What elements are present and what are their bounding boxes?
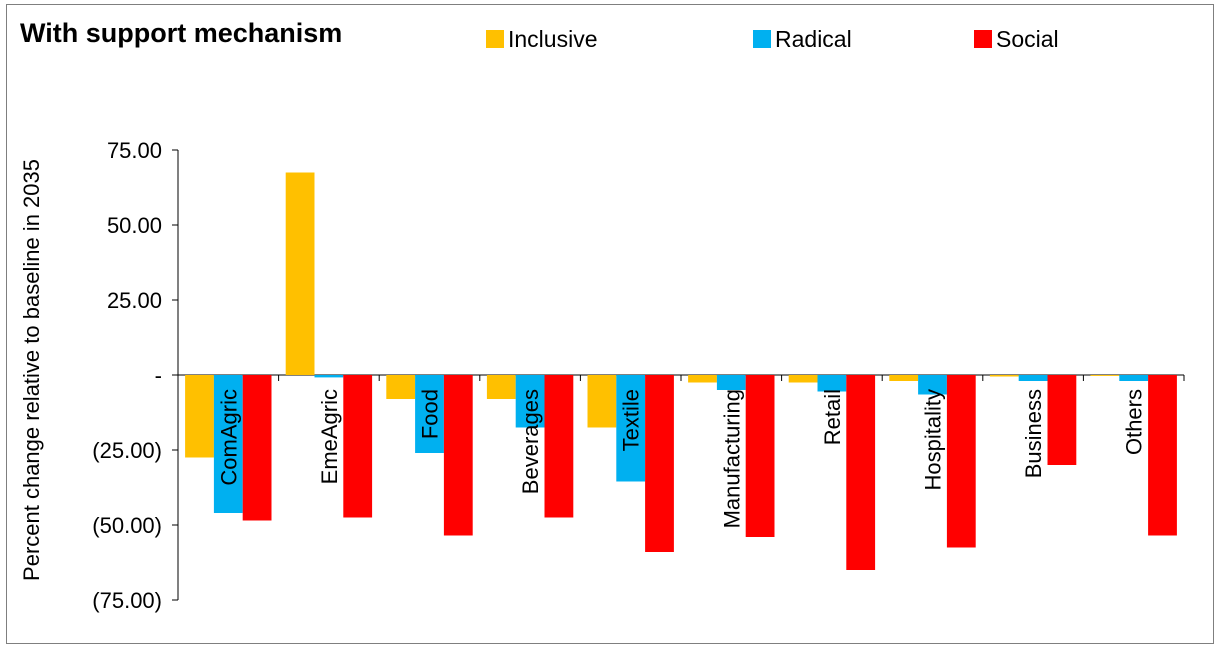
category-label: Hospitality: [921, 389, 946, 490]
bar-social-textile: [645, 375, 674, 552]
y-tick-label: 50.00: [107, 213, 162, 238]
chart-frame: [6, 4, 1214, 644]
bar-social-beverages: [544, 375, 574, 518]
bar-inclusive-business: [989, 375, 1019, 377]
legend: Inclusive Radical Social: [486, 26, 1059, 52]
y-tick-label: -: [155, 363, 162, 388]
axes: 75.00 50.00 25.00 - (25.00) (50.00) (75.00): [92, 138, 1185, 613]
bar-inclusive-others: [1090, 375, 1120, 376]
category-label: Textile: [619, 389, 644, 451]
legend-swatch-inclusive: [486, 30, 504, 48]
y-tick-label: (50.00): [92, 513, 162, 538]
y-tick-label: (25.00): [92, 438, 162, 463]
bar-social-hospitality: [946, 375, 976, 548]
bar-social-retail: [846, 375, 876, 570]
legend-label-inclusive: Inclusive: [508, 26, 597, 52]
legend-swatch-radical: [753, 30, 771, 48]
bar-social-emeagric: [343, 375, 373, 518]
bars: [185, 172, 1177, 570]
bar-inclusive-hospitality: [889, 375, 919, 381]
bar-radical-hospitality: [918, 375, 947, 395]
bar-inclusive-emeagric: [285, 172, 315, 375]
category-label: Beverages: [518, 389, 543, 494]
bar-social-food: [443, 375, 473, 536]
bar-inclusive-retail: [788, 375, 818, 383]
legend-swatch-social: [974, 30, 992, 48]
y-axis-title: Percent change relative to baseline in 2…: [19, 159, 44, 581]
bar-radical-textile: [616, 375, 646, 482]
bar-social-others: [1148, 375, 1177, 536]
bar-radical-retail: [817, 375, 847, 392]
bar-radical-emeagric: [314, 375, 344, 378]
bar-radical-food: [415, 375, 444, 453]
bar-social-comagric: [242, 375, 272, 521]
bar-inclusive-food: [386, 375, 416, 399]
category-label: Retail: [820, 389, 845, 445]
y-tick-label: (75.00): [92, 588, 162, 613]
bar-radical-business: [1018, 375, 1048, 381]
category-label: Food: [418, 389, 443, 439]
legend-label-radical: Radical: [775, 26, 852, 52]
bar-social-manufacturing: [745, 375, 775, 537]
bar-radical-beverages: [515, 375, 545, 428]
bar-inclusive-manufacturing: [688, 375, 717, 383]
category-label: ComAgric: [216, 389, 241, 486]
chart-title: With support mechanism: [20, 18, 342, 48]
category-label: Manufacturing: [719, 389, 744, 528]
category-label: Others: [1122, 389, 1147, 455]
category-label: EmeAgric: [317, 389, 342, 484]
category-labels: ComAgric EmeAgric Food Beverages Textile Manu…: [216, 389, 1146, 528]
legend-label-social: Social: [996, 26, 1059, 52]
bar-social-business: [1047, 375, 1077, 465]
y-tick-label: 25.00: [107, 288, 162, 313]
bar-inclusive-comagric: [185, 375, 214, 458]
bar-radical-others: [1119, 375, 1149, 381]
y-tick-label: 75.00: [107, 138, 162, 163]
category-label: Business: [1021, 389, 1046, 478]
bar-inclusive-beverages: [486, 375, 516, 399]
bar-inclusive-textile: [587, 375, 617, 428]
bar-radical-manufacturing: [716, 375, 746, 390]
bar-radical-comagric: [213, 375, 243, 513]
